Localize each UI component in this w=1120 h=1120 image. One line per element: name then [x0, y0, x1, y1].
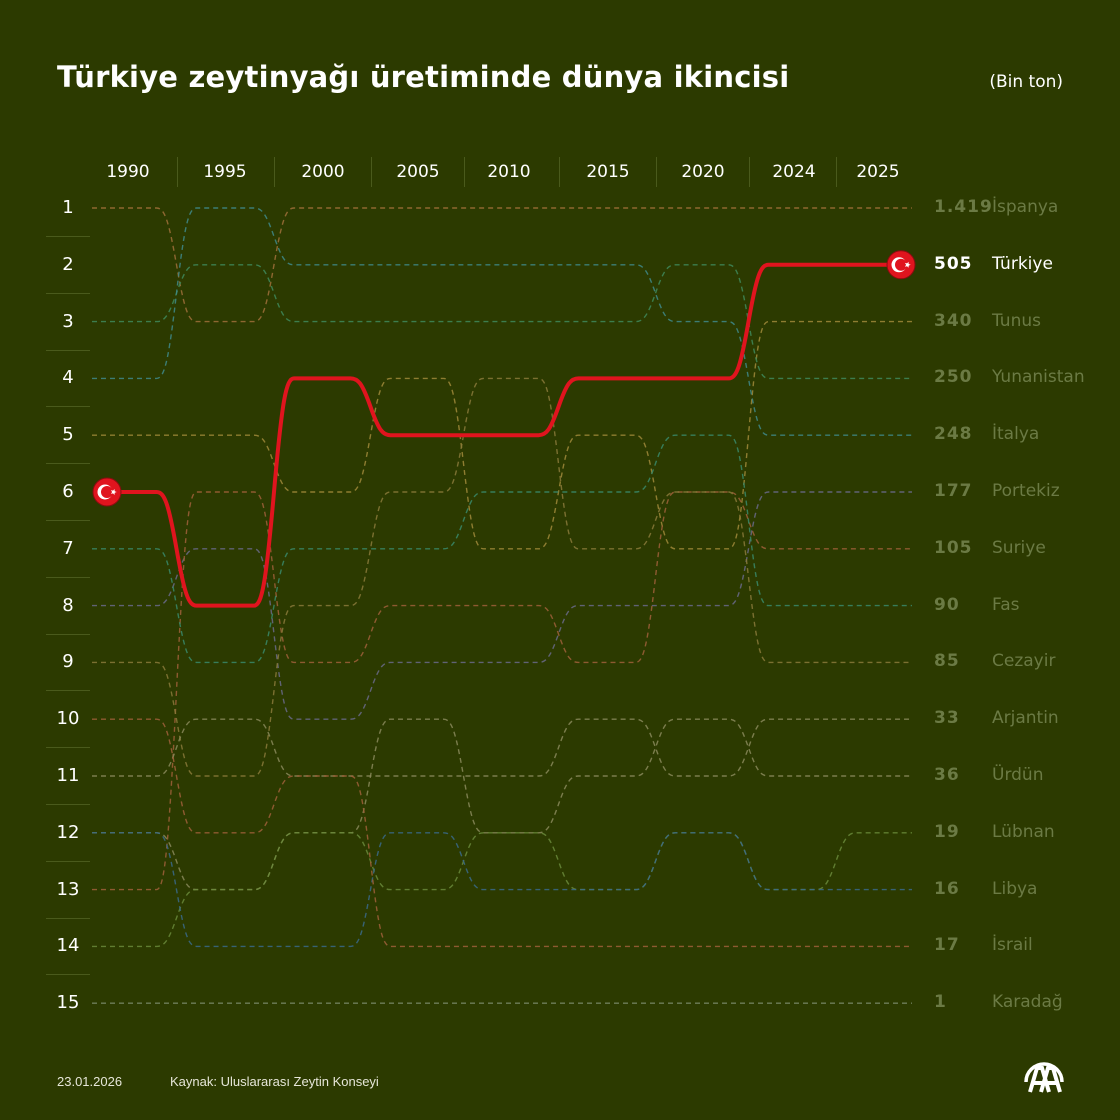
country-label: İsrail — [992, 935, 1033, 956]
country-label: Suriye — [992, 537, 1046, 558]
year-axis: 1990 1995 2000 2005 2010 2015 2020 2024 2025 — [82, 155, 922, 189]
year-divider — [463, 157, 465, 187]
year-label: 2020 — [681, 162, 725, 182]
series-line — [92, 718, 912, 948]
country-label: İspanya — [992, 197, 1059, 217]
country-label: Karadağ — [992, 992, 1063, 1013]
year-divider — [558, 157, 560, 187]
rank-divider — [46, 406, 90, 408]
year-label: 2015 — [586, 162, 630, 182]
turkey-flag-icon — [886, 250, 916, 280]
rank-divider — [46, 974, 90, 976]
rank-divider — [46, 633, 90, 635]
year-label: 1995 — [203, 162, 247, 182]
value-label: 340 — [934, 310, 973, 331]
rank-divider — [46, 292, 90, 294]
country-label: Libya — [992, 878, 1038, 899]
value-label: 177 — [934, 481, 973, 501]
series-line — [92, 207, 912, 323]
source-label: Kaynak: Uluslararası Zeytin Konseyi — [170, 1074, 379, 1089]
rank-label: 15 — [56, 992, 80, 1014]
series-line — [92, 491, 912, 891]
value-label: 16 — [934, 878, 960, 899]
year-label: 2024 — [772, 162, 816, 182]
rank-divider — [46, 860, 90, 862]
rank-label: 7 — [62, 537, 74, 559]
rank-label: 10 — [56, 708, 80, 730]
country-label: Yunanistan — [992, 367, 1085, 388]
year-divider — [370, 157, 372, 187]
year-label: 2010 — [487, 162, 531, 182]
rank-label: 3 — [62, 310, 74, 332]
value-label: 85 — [934, 651, 960, 672]
aa-logo-icon — [1022, 1052, 1066, 1101]
rank-divider — [46, 690, 90, 692]
value-label: 33 — [934, 708, 960, 729]
country-label: Lübnan — [992, 821, 1055, 842]
country-label: Portekiz — [992, 481, 1060, 501]
year-label: 2005 — [396, 162, 440, 182]
year-divider — [274, 157, 275, 187]
value-label: 36 — [934, 765, 960, 785]
turkey-flag-icon — [92, 477, 122, 507]
country-label: Fas — [992, 594, 1020, 615]
rank-divider — [46, 349, 90, 351]
year-divider — [836, 157, 837, 187]
year-divider — [748, 157, 750, 187]
rank-label: 9 — [62, 651, 74, 673]
value-label: 250 — [934, 367, 973, 388]
rank-divider — [46, 747, 90, 749]
rank-label: 4 — [62, 367, 74, 389]
value-label: 1 — [934, 992, 947, 1013]
country-label: Türkiye — [992, 253, 1053, 274]
series-line — [92, 264, 912, 380]
rank-label: 2 — [62, 253, 74, 275]
series-line — [92, 377, 912, 777]
value-label: 17 — [934, 935, 960, 956]
rank-divider — [46, 804, 90, 805]
country-label: Cezayir — [992, 651, 1056, 672]
rank-label: 14 — [56, 935, 80, 957]
series-line — [92, 718, 912, 891]
value-label: 19 — [934, 821, 960, 842]
chart-title: Türkiye zeytinyağı üretiminde dünya ikin… — [57, 60, 790, 94]
year-label: 1990 — [106, 162, 150, 182]
year-divider — [655, 157, 657, 187]
series-line — [92, 832, 912, 948]
rank-divider — [46, 463, 90, 465]
rank-label: 8 — [62, 594, 74, 616]
country-label: Ürdün — [992, 765, 1044, 785]
rank-label: 6 — [62, 481, 74, 502]
series-line — [92, 320, 912, 550]
turkiye-line — [108, 262, 900, 608]
value-label: 90 — [934, 594, 960, 615]
year-divider — [176, 157, 178, 187]
rank-label: 12 — [56, 821, 80, 843]
rank-label: 5 — [62, 424, 74, 446]
date-label: 23.01.2026 — [57, 1074, 123, 1089]
series-line — [92, 434, 912, 664]
unit-label: (Bin ton) — [989, 72, 1063, 92]
country-label: İtalya — [992, 424, 1040, 445]
country-label: Tunus — [992, 310, 1041, 331]
series-line — [92, 207, 912, 436]
rank-divider — [46, 917, 90, 919]
value-label: 105 — [934, 537, 973, 558]
year-label: 2025 — [856, 162, 900, 182]
value-label: 1.419 — [934, 197, 993, 217]
value-label: 505 — [934, 253, 973, 274]
year-label: 2000 — [301, 162, 345, 182]
value-label: 248 — [934, 424, 973, 445]
rank-label: 1 — [62, 197, 74, 218]
series-line — [92, 718, 912, 777]
series-line — [92, 491, 912, 720]
country-label: Arjantin — [992, 708, 1059, 729]
rank-divider — [46, 520, 90, 521]
rank-label: 11 — [56, 765, 80, 786]
rank-divider — [46, 236, 90, 237]
rank-label: 13 — [56, 878, 80, 900]
rank-divider — [46, 576, 90, 578]
